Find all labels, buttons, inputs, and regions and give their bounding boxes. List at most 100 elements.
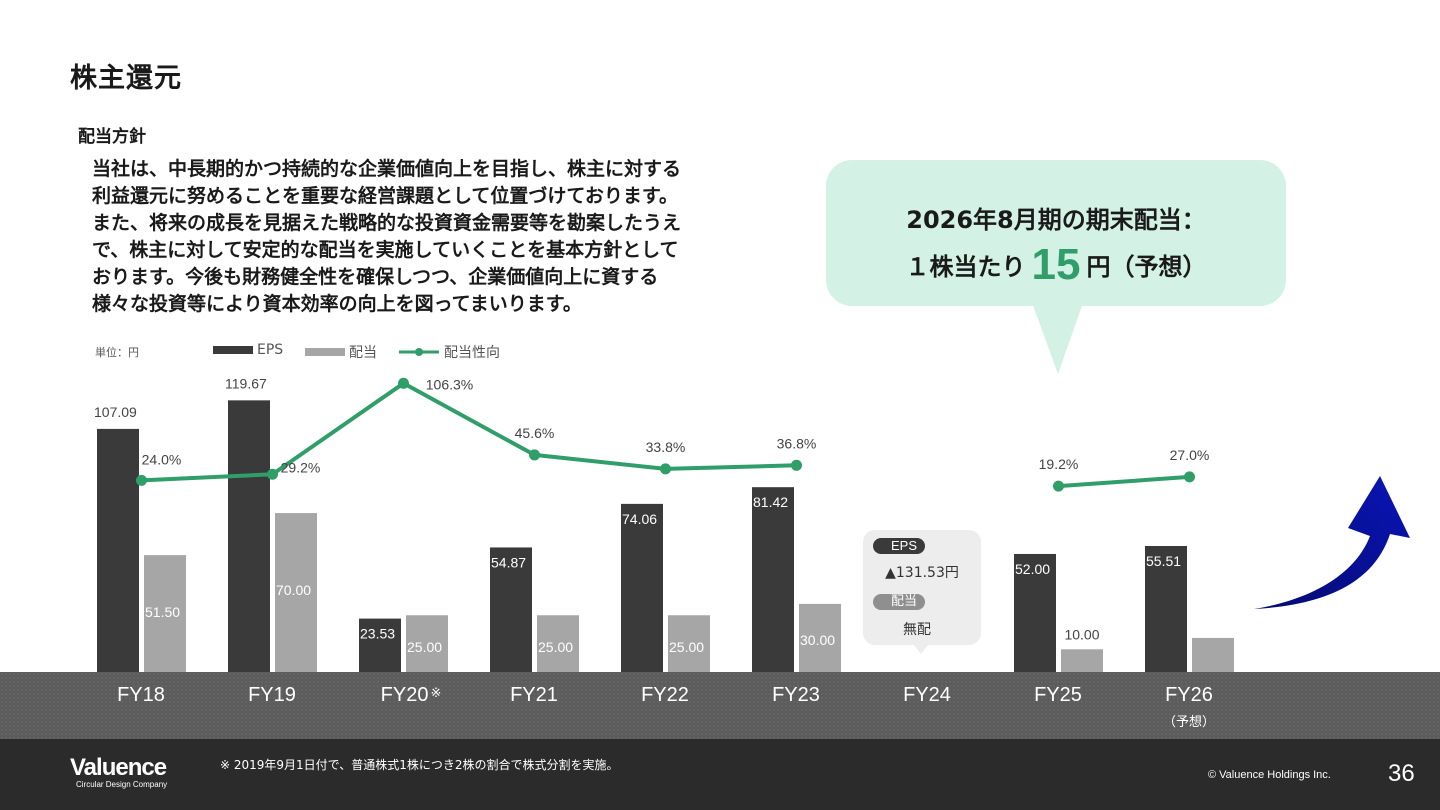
payout-ratio-label: 24.0% bbox=[142, 451, 182, 467]
dividend-policy-text: 当社は、中長期的かつ持続的な企業価値向上を目指し、株主に対する 利益還元に努める… bbox=[92, 156, 792, 318]
legend-swatch-dividend bbox=[305, 348, 345, 356]
fy24-note-tail bbox=[913, 644, 929, 654]
payout-ratio-point bbox=[529, 449, 540, 461]
dividend-bar bbox=[537, 615, 579, 672]
eps-data-label: 119.67 bbox=[225, 375, 267, 391]
fy24-note-box: EPS ▲131.53円 配当 無配 bbox=[863, 530, 981, 645]
footer-bar bbox=[0, 739, 1440, 810]
x-tick-label: FY24 bbox=[903, 684, 951, 706]
eps-data-label: 107.09 bbox=[94, 404, 137, 420]
fy24-dividend-value: 無配 bbox=[903, 622, 931, 638]
policy-line: 利益還元に努めることを重要な経営課題として位置づけております。 bbox=[92, 185, 678, 207]
payout-ratio-point bbox=[791, 459, 802, 471]
payout-ratio-line bbox=[141, 381, 797, 483]
payout-ratio-point bbox=[660, 463, 671, 475]
x-axis-band bbox=[0, 672, 1440, 739]
callout-suffix: 円（予想） bbox=[1086, 253, 1207, 281]
payout-ratio-label: 106.3% bbox=[426, 376, 473, 392]
fy24-dividend-tag: 配当 bbox=[873, 594, 925, 610]
dividend-bar bbox=[144, 555, 186, 672]
x-tick-label: FY18 bbox=[117, 684, 165, 706]
payout-ratio-point bbox=[1053, 480, 1064, 492]
payout-ratio-label: 36.8% bbox=[777, 435, 817, 451]
unit-label: 単位：円 bbox=[95, 346, 139, 359]
fy24-eps-value: ▲131.53円 bbox=[885, 565, 959, 581]
eps-bar bbox=[1014, 553, 1056, 672]
payout-ratio-label: 33.8% bbox=[646, 439, 686, 455]
x-tick-note: ※ bbox=[430, 685, 442, 700]
dividend-bar bbox=[1061, 649, 1103, 672]
eps-bar bbox=[752, 487, 794, 672]
dividend-data-label: 25.00 bbox=[538, 639, 573, 655]
x-tick-label: FY22 bbox=[641, 684, 689, 706]
payout-ratio-label: 45.6% bbox=[515, 425, 555, 441]
eps-bar bbox=[490, 547, 532, 672]
dividend-data-label: 70.00 bbox=[276, 582, 311, 598]
logo-wordmark: Valuence bbox=[70, 754, 167, 781]
callout-amount-line: １株当たり 15 円（予想） bbox=[826, 240, 1286, 290]
eps-bar bbox=[97, 428, 139, 672]
x-tick-sublabel: （予想） bbox=[1162, 715, 1215, 730]
dividend-bar bbox=[668, 615, 710, 672]
stock-split-footnote: ※ 2019年9月1日付で、普通株式1株につき2株の割合で株式分割を実施。 bbox=[220, 758, 619, 772]
legend-swatch-payout-ratio bbox=[399, 348, 439, 356]
company-logo: Valuence Circular Design Company bbox=[70, 756, 167, 790]
payout-ratio-point bbox=[1184, 471, 1195, 483]
policy-line: おります。今後も財務健全性を確保しつつ、企業価値向上に資する bbox=[92, 266, 659, 288]
callout-amount: 15 bbox=[1031, 240, 1081, 289]
callout-heading: 2026年8月期の期末配当： bbox=[906, 206, 1206, 234]
payout-ratio-line bbox=[1058, 474, 1190, 489]
eps-bar bbox=[359, 618, 401, 672]
dividend-data-label: 10.00 bbox=[1064, 626, 1099, 642]
policy-line: また、将来の成長を見据えた戦略的な投資資金需要等を勘案したうえ bbox=[92, 212, 682, 234]
eps-bar bbox=[1145, 545, 1187, 672]
dividend-forecast-callout: 2026年8月期の期末配当： １株当たり 15 円（予想） bbox=[826, 160, 1286, 375]
x-tick-label: FY26 bbox=[1165, 684, 1213, 706]
copyright: © Valuence Holdings Inc. bbox=[1208, 769, 1331, 781]
dividend-bar bbox=[275, 513, 317, 672]
legend-label: EPS bbox=[257, 342, 284, 358]
eps-data-label: 54.87 bbox=[491, 554, 526, 570]
legend-label: 配当性向 bbox=[444, 345, 500, 361]
dividend-data-label: 51.50 bbox=[145, 604, 180, 620]
logo-tagline: Circular Design Company bbox=[76, 780, 168, 789]
x-tick-label: FY23 bbox=[772, 684, 820, 706]
payout-ratio-point bbox=[136, 474, 147, 486]
payout-ratio-label: 27.0% bbox=[1170, 447, 1210, 463]
policy-line: で、株主に対して安定的な配当を実施していくことを基本方針として bbox=[92, 239, 679, 261]
x-tick-label: FY25 bbox=[1034, 684, 1082, 706]
policy-line: 様々な投資等により資本効率の向上を図ってまいります。 bbox=[92, 293, 582, 315]
payout-ratio-label: 19.2% bbox=[1039, 456, 1079, 472]
dividend-bar bbox=[799, 603, 841, 672]
eps-data-label: 74.06 bbox=[622, 511, 657, 527]
callout-bubble bbox=[826, 160, 1286, 306]
dividend-bar bbox=[406, 615, 448, 672]
eps-bar bbox=[621, 503, 663, 672]
page-title: 株主還元 bbox=[70, 63, 182, 94]
callout-tail bbox=[1031, 300, 1084, 374]
growth-arrow-icon bbox=[1254, 476, 1410, 609]
eps-data-label: 55.51 bbox=[1146, 553, 1181, 569]
page-number: 36 bbox=[1388, 760, 1415, 787]
payout-ratio-point bbox=[267, 468, 278, 480]
policy-line: 当社は、中長期的かつ持続的な企業価値向上を目指し、株主に対する bbox=[92, 158, 682, 180]
callout-prefix: １株当たり bbox=[905, 253, 1026, 281]
eps-dividend-chart: 107.09 51.50 119.67 70.00 23.53 25.00 54.87 25.… bbox=[94, 375, 1234, 672]
legend-item-eps: EPS bbox=[213, 342, 283, 358]
x-tick-label: FY21 bbox=[510, 684, 558, 706]
dividend-data-label: 25.00 bbox=[407, 639, 442, 655]
dividend-data-label: 25.00 bbox=[669, 639, 704, 655]
x-tick-label: FY19 bbox=[248, 684, 296, 706]
fy24-eps-tag: EPS bbox=[873, 538, 925, 554]
legend-swatch-eps bbox=[213, 346, 253, 354]
x-tick-label: FY20 ※ bbox=[361, 684, 461, 707]
x-tick-label-text: FY20 bbox=[380, 684, 429, 706]
eps-data-label: 81.42 bbox=[753, 494, 788, 510]
legend-item-payout-ratio: 配当性向 bbox=[398, 342, 500, 362]
eps-bar bbox=[228, 400, 270, 672]
payout-ratio-point bbox=[398, 377, 409, 389]
section-title: 配当方針 bbox=[78, 127, 146, 147]
dividend-data-label: 30.00 bbox=[800, 632, 835, 648]
payout-ratio-label: 29.2% bbox=[281, 459, 321, 475]
legend-label: 配当 bbox=[349, 345, 377, 361]
